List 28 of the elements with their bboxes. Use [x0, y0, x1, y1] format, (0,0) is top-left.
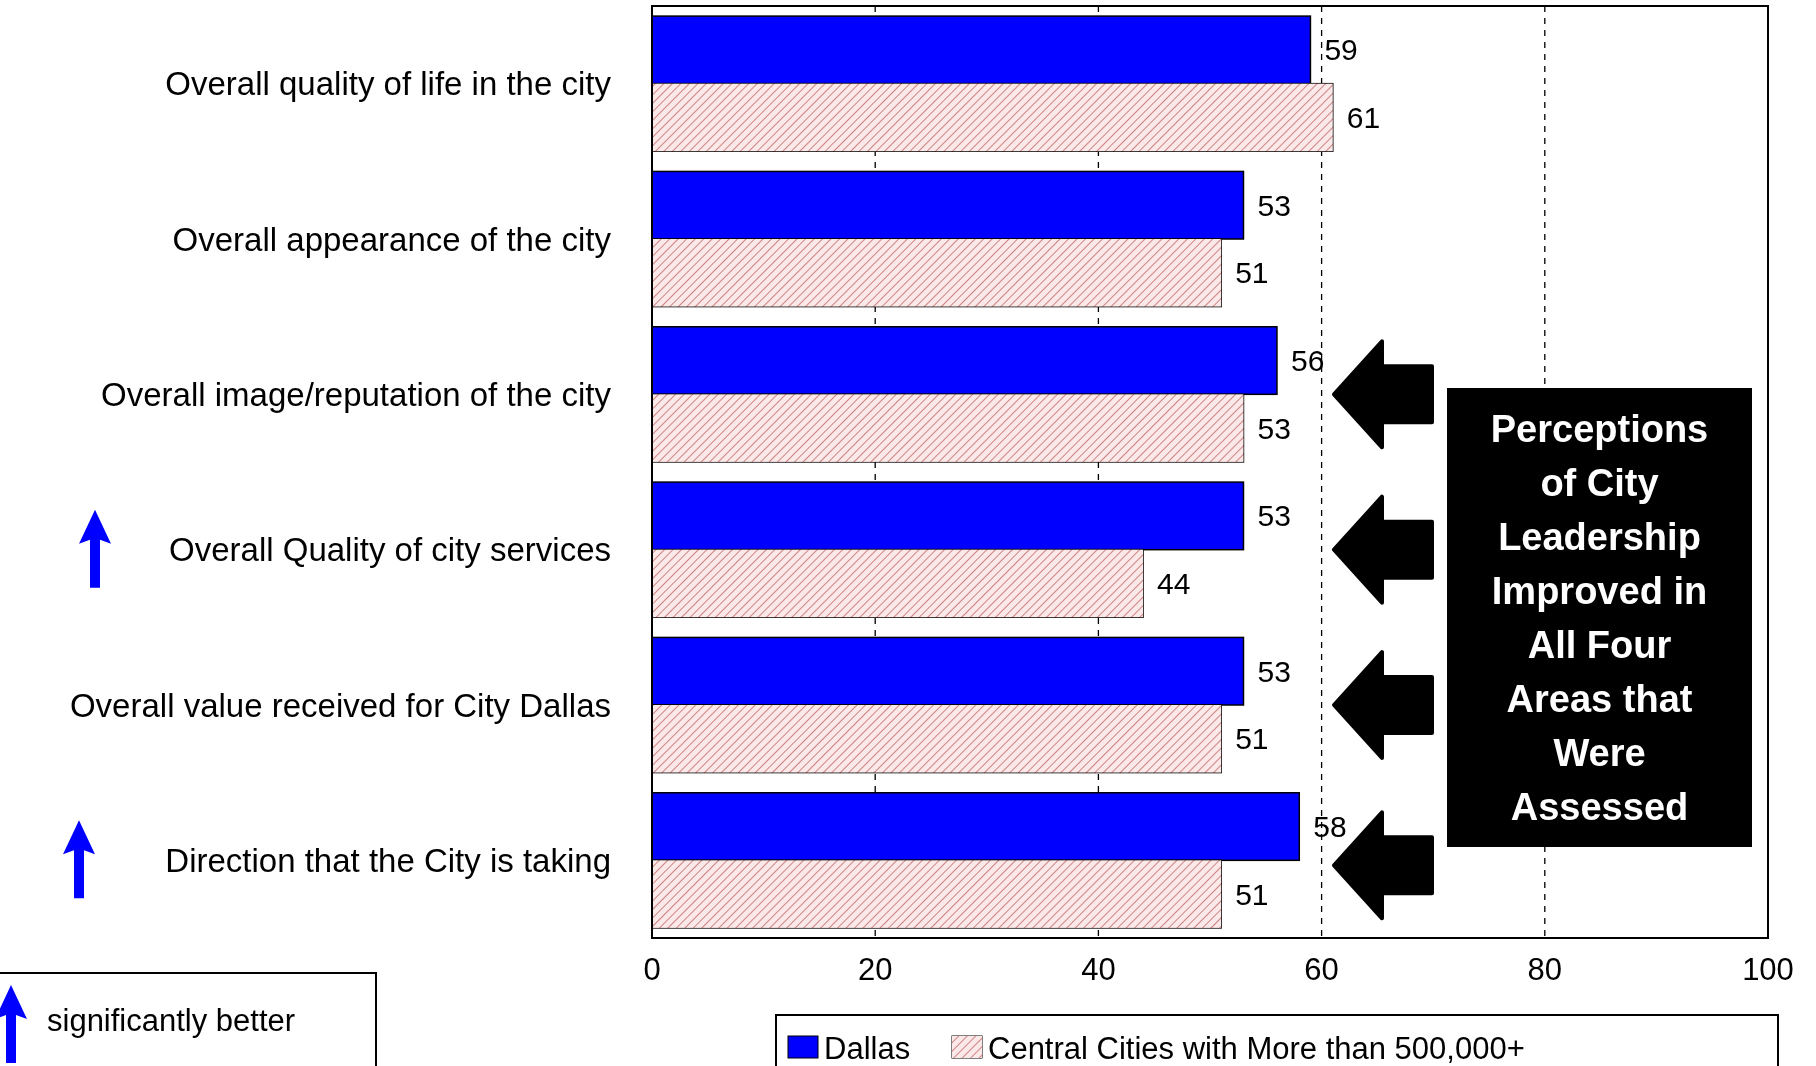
- y-tick-label: Overall appearance of the city: [172, 220, 612, 258]
- data-label: 51: [1235, 877, 1269, 911]
- y-tick-label: Overall value received for City Dallas: [69, 686, 611, 724]
- data-label: 56: [1290, 344, 1325, 378]
- data-label: 58: [1313, 810, 1347, 844]
- legend-label: Dallas: [824, 1030, 911, 1066]
- data-label: 53: [1257, 499, 1291, 533]
- data-label: 53: [1257, 654, 1291, 688]
- x-tick-label: 0: [643, 952, 661, 987]
- x-tick-label: 20: [857, 952, 893, 987]
- legend-label: Central Cities with More than 500,000+: [988, 1030, 1525, 1066]
- data-label: 61: [1346, 100, 1381, 134]
- y-tick-label: Direction that the City is taking: [165, 841, 611, 879]
- x-tick-label: 100: [1742, 952, 1794, 987]
- x-tick-label: 60: [1304, 952, 1339, 987]
- data-label: 44: [1157, 566, 1191, 600]
- data-label: 51: [1235, 722, 1269, 756]
- data-label: 53: [1257, 188, 1291, 222]
- text: significantly better: [47, 1002, 296, 1038]
- x-tick-label: 80: [1527, 952, 1563, 987]
- y-tick-label: Overall quality of life in the city: [165, 65, 612, 103]
- data-label: 51: [1235, 256, 1269, 290]
- x-tick-label: 40: [1081, 952, 1116, 987]
- y-tick-label: Overall Quality of city services: [169, 531, 611, 569]
- data-label: 59: [1324, 33, 1358, 67]
- data-label: 53: [1257, 411, 1291, 445]
- y-tick-label: Overall image/reputation of the city: [101, 375, 612, 413]
- text-box: Perceptions of City Leadership Improved in All Four Areas that Were Assessed: [1447, 388, 1752, 847]
